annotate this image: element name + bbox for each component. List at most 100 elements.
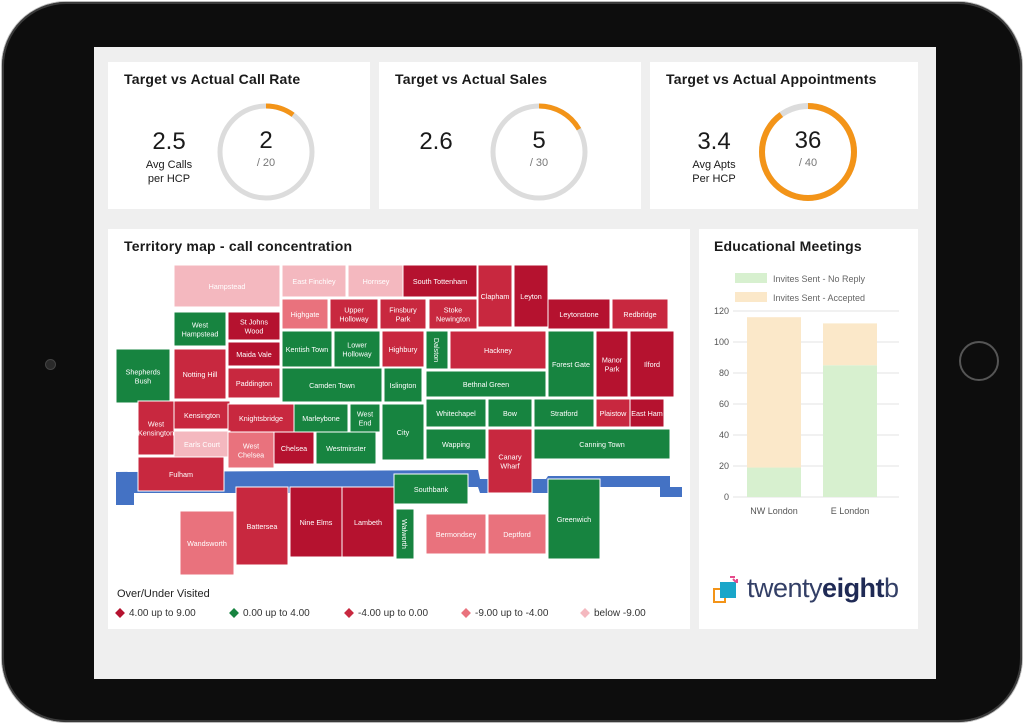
map-area-tile[interactable] bbox=[227, 311, 281, 341]
map-area[interactable]: Kensington bbox=[173, 400, 231, 430]
map-area-tile[interactable] bbox=[425, 398, 487, 428]
map-area-tile[interactable] bbox=[425, 330, 449, 370]
map-area[interactable]: Marleybone bbox=[293, 403, 349, 433]
map-area-tile[interactable] bbox=[477, 264, 513, 328]
map-area-tile[interactable] bbox=[425, 428, 487, 460]
map-area[interactable]: Fulham bbox=[137, 456, 225, 492]
map-area-tile[interactable] bbox=[173, 264, 281, 308]
map-area[interactable]: Wapping bbox=[425, 428, 487, 460]
bar-segment[interactable] bbox=[823, 323, 877, 366]
map-area[interactable]: East Finchley bbox=[281, 264, 347, 298]
map-area-tile[interactable] bbox=[333, 330, 381, 368]
map-area[interactable]: Upper Holloway bbox=[329, 298, 379, 330]
bar-segment[interactable] bbox=[823, 365, 877, 497]
map-area[interactable]: Lambeth bbox=[341, 486, 395, 558]
map-area[interactable]: Deptford bbox=[487, 513, 547, 555]
map-area[interactable]: Nine Elms bbox=[289, 486, 343, 558]
map-area-tile[interactable] bbox=[227, 341, 281, 367]
map-area[interactable]: Canning Town bbox=[533, 428, 671, 460]
map-area-tile[interactable] bbox=[487, 513, 547, 555]
map-area[interactable]: Forest Gate bbox=[547, 330, 595, 398]
map-area[interactable]: Islington bbox=[383, 367, 423, 403]
map-area[interactable]: Earls Court bbox=[173, 430, 231, 458]
map-area-tile[interactable] bbox=[281, 367, 383, 403]
map-area[interactable]: Leytonstone bbox=[547, 298, 611, 330]
map-area[interactable]: Chelsea bbox=[273, 431, 315, 465]
map-area[interactable]: Walworth bbox=[395, 508, 415, 560]
home-button[interactable] bbox=[959, 341, 999, 381]
map-area-tile[interactable] bbox=[629, 330, 675, 398]
map-area[interactable]: West Chelsea bbox=[227, 431, 275, 469]
map-area[interactable]: Highgate bbox=[281, 298, 329, 330]
map-area[interactable]: Hornsey bbox=[347, 264, 405, 298]
map-area-tile[interactable] bbox=[629, 398, 665, 428]
map-area[interactable]: Paddington bbox=[227, 367, 281, 399]
map-area[interactable]: St Johns Wood bbox=[227, 311, 281, 341]
map-area[interactable]: Canary Wharf bbox=[487, 428, 533, 494]
map-area-tile[interactable] bbox=[547, 478, 601, 560]
map-area[interactable]: Westminster bbox=[315, 431, 377, 465]
map-area[interactable]: Highbury bbox=[381, 330, 425, 368]
map-area[interactable]: West Kensington bbox=[137, 400, 175, 456]
map-area[interactable]: Leyton bbox=[513, 264, 549, 328]
map-area-tile[interactable] bbox=[329, 298, 379, 330]
map-area-tile[interactable] bbox=[595, 398, 631, 428]
map-area[interactable]: City bbox=[381, 403, 425, 461]
map-area[interactable]: Lower Holloway bbox=[333, 330, 381, 368]
map-area-tile[interactable] bbox=[428, 298, 478, 330]
map-area[interactable]: Southbank bbox=[393, 473, 469, 505]
map-area-tile[interactable] bbox=[611, 298, 669, 330]
map-area[interactable]: Stoke Newington bbox=[428, 298, 478, 330]
map-area-tile[interactable] bbox=[235, 486, 289, 566]
map-area-tile[interactable] bbox=[487, 398, 533, 428]
map-area-tile[interactable] bbox=[349, 403, 381, 433]
map-area[interactable]: Whitechapel bbox=[425, 398, 487, 428]
map-area[interactable]: Notting Hill bbox=[173, 348, 227, 400]
map-area-tile[interactable] bbox=[273, 431, 315, 465]
map-area-tile[interactable] bbox=[137, 456, 225, 492]
map-area-tile[interactable] bbox=[533, 398, 595, 428]
map-area[interactable]: Greenwich bbox=[547, 478, 601, 560]
map-area[interactable]: Clapham bbox=[477, 264, 513, 328]
map-area-tile[interactable] bbox=[281, 298, 329, 330]
map-area[interactable]: Redbridge bbox=[611, 298, 669, 330]
bar-segment[interactable] bbox=[747, 467, 801, 497]
map-area-tile[interactable] bbox=[315, 431, 377, 465]
map-area-tile[interactable] bbox=[449, 330, 547, 370]
map-area-tile[interactable] bbox=[173, 348, 227, 400]
map-area-tile[interactable] bbox=[547, 298, 611, 330]
map-area-tile[interactable] bbox=[513, 264, 549, 328]
map-area-tile[interactable] bbox=[281, 330, 333, 368]
map-area-tile[interactable] bbox=[425, 370, 547, 398]
bar-segment[interactable] bbox=[747, 317, 801, 468]
map-area[interactable]: West End bbox=[349, 403, 381, 433]
map-area[interactable]: Camden Town bbox=[281, 367, 383, 403]
map-area-tile[interactable] bbox=[289, 486, 343, 558]
map-area[interactable]: Kentish Town bbox=[281, 330, 333, 368]
map-area[interactable]: Knightsbridge bbox=[227, 403, 295, 433]
map-area[interactable]: Maida Vale bbox=[227, 341, 281, 367]
map-area[interactable]: Manor Park bbox=[595, 330, 629, 398]
map-area-tile[interactable] bbox=[227, 431, 275, 469]
map-area-tile[interactable] bbox=[547, 330, 595, 398]
map-area[interactable]: Dalston bbox=[425, 330, 449, 370]
map-area-tile[interactable] bbox=[381, 403, 425, 461]
map-area-tile[interactable] bbox=[533, 428, 671, 460]
map-area-tile[interactable] bbox=[227, 367, 281, 399]
map-area[interactable]: Plaistow bbox=[595, 398, 631, 428]
map-area[interactable]: Bethnal Green bbox=[425, 370, 547, 398]
map-area-tile[interactable] bbox=[383, 367, 423, 403]
map-area-tile[interactable] bbox=[402, 264, 478, 298]
map-area-tile[interactable] bbox=[341, 486, 395, 558]
map-area[interactable]: Wandsworth bbox=[179, 510, 235, 576]
map-area[interactable]: Ilford bbox=[629, 330, 675, 398]
map-area-tile[interactable] bbox=[395, 508, 415, 560]
map-area[interactable]: East Ham bbox=[629, 398, 665, 428]
map-area-tile[interactable] bbox=[595, 330, 629, 398]
map-area-tile[interactable] bbox=[281, 264, 347, 298]
map-area-tile[interactable] bbox=[179, 510, 235, 576]
map-area-tile[interactable] bbox=[487, 428, 533, 494]
map-area[interactable]: South Tottenham bbox=[402, 264, 478, 298]
map-area[interactable]: Hampstead bbox=[173, 264, 281, 308]
map-area[interactable]: West Hampstead bbox=[173, 311, 227, 347]
